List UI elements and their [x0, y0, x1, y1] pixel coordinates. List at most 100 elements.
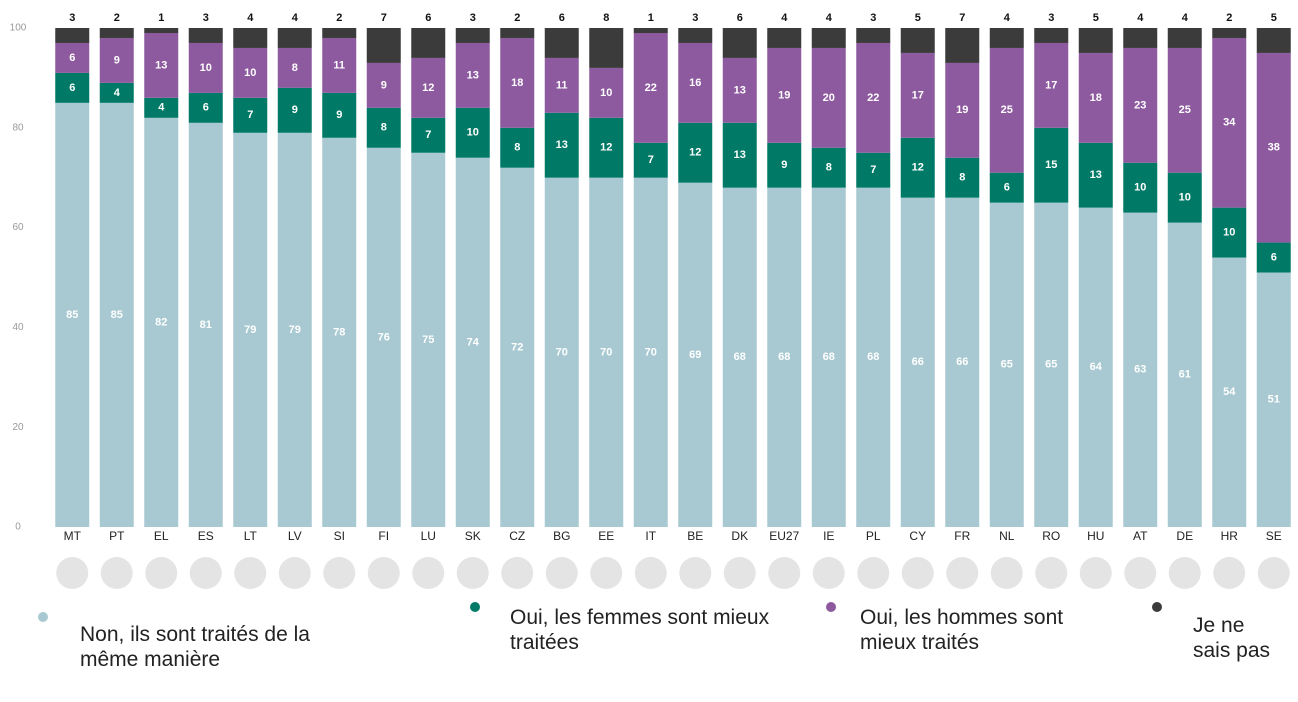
y-tick-label: 100 [10, 23, 27, 34]
value-label: 6 [737, 12, 743, 24]
flag-icon [234, 557, 267, 589]
bar-segment [188, 92, 223, 123]
bar-segment [1212, 37, 1247, 208]
value-label: 2 [1226, 12, 1232, 24]
bar-segment [856, 28, 891, 43]
value-label: 9 [336, 109, 342, 121]
bar-segment [144, 117, 179, 527]
value-label: 54 [1223, 386, 1236, 398]
value-label: 18 [511, 77, 523, 89]
flag-icon [857, 557, 890, 589]
value-label: 10 [200, 62, 212, 74]
x-tick-label: PT [109, 529, 125, 543]
value-label: 16 [689, 77, 701, 89]
x-tick-label: LU [421, 529, 436, 543]
bar-segment [322, 137, 357, 527]
bar-segment [589, 28, 624, 68]
bar-segment [989, 202, 1024, 527]
value-label: 7 [247, 109, 253, 121]
flag-icon [56, 557, 89, 589]
legend-marker [826, 602, 836, 612]
bar-segment [411, 57, 446, 118]
bar-segment [856, 187, 891, 527]
value-label: 78 [333, 326, 345, 338]
value-label: 7 [959, 12, 965, 24]
bar-segment [900, 137, 935, 198]
value-label: 70 [556, 346, 568, 358]
x-tick-label: PL [866, 529, 881, 543]
bar-segment [1256, 272, 1291, 527]
bar-segment [233, 132, 268, 528]
value-label: 11 [333, 59, 345, 71]
bar-segment [233, 97, 268, 133]
value-label: 68 [823, 351, 835, 363]
bar-segment [767, 47, 802, 143]
value-label: 51 [1268, 394, 1280, 406]
bar-segment [322, 92, 357, 138]
value-label: 6 [425, 12, 431, 24]
bar-segment [945, 28, 980, 63]
value-label: 65 [1001, 359, 1013, 371]
flag-icon [901, 557, 934, 589]
value-label: 6 [1271, 251, 1277, 263]
value-label: 34 [1223, 117, 1236, 129]
x-tick-label: LT [244, 529, 258, 543]
value-label: 10 [1134, 182, 1146, 194]
bar-segment [277, 47, 312, 88]
bar-segment [544, 112, 579, 178]
value-label: 11 [556, 79, 568, 91]
bar-segment [722, 57, 757, 123]
legend-marker [38, 612, 48, 622]
bar-segment [678, 42, 713, 123]
bar-segment [989, 47, 1024, 173]
value-label: 3 [203, 12, 209, 24]
value-label: 17 [912, 89, 924, 101]
value-label: 25 [1179, 104, 1191, 116]
value-label: 3 [1048, 12, 1054, 24]
bar-segment [277, 87, 312, 133]
bar-segment [411, 152, 446, 527]
flag-icon [1035, 557, 1068, 589]
value-label: 13 [155, 59, 167, 71]
flag-icon [1257, 557, 1290, 589]
bar-segment [366, 62, 401, 108]
legend-marker [470, 602, 480, 612]
bar-segment [544, 57, 579, 113]
bar-segment [411, 28, 446, 58]
value-label: 4 [1182, 12, 1189, 24]
value-label: 10 [244, 67, 256, 79]
y-tick-label: 80 [12, 122, 24, 133]
value-label: 8 [381, 122, 387, 134]
flag-icon [323, 557, 356, 589]
bar-segment [322, 37, 357, 93]
bar-segment [322, 28, 357, 38]
bar-segment [55, 42, 90, 73]
bar-segment [1034, 28, 1069, 43]
x-tick-label: FR [954, 529, 970, 543]
bar-segment [722, 122, 757, 188]
flag-icon [1079, 557, 1112, 589]
bar-segment [144, 97, 179, 118]
bar-segment [900, 52, 935, 138]
x-tick-label: DE [1176, 529, 1193, 543]
value-label: 1 [648, 12, 654, 24]
bar-segment [144, 28, 179, 33]
legend-label: Je ne sais pas [1193, 614, 1271, 662]
bar-segment [945, 157, 980, 198]
bar-segment [1034, 127, 1069, 203]
value-label: 10 [467, 127, 479, 139]
bar-segment [99, 102, 134, 527]
bar-segment [1123, 47, 1158, 163]
value-label: 25 [1001, 104, 1013, 116]
value-label: 8 [292, 62, 298, 74]
value-label: 65 [1045, 359, 1057, 371]
value-label: 2 [514, 12, 520, 24]
bar-segment [55, 28, 90, 43]
bar-segment [144, 32, 179, 98]
value-label: 13 [734, 149, 746, 161]
value-label: 18 [1090, 92, 1102, 104]
bar-segment [633, 177, 668, 527]
value-label: 9 [292, 104, 298, 116]
value-label: 17 [1045, 79, 1057, 91]
value-label: 4 [826, 12, 833, 24]
